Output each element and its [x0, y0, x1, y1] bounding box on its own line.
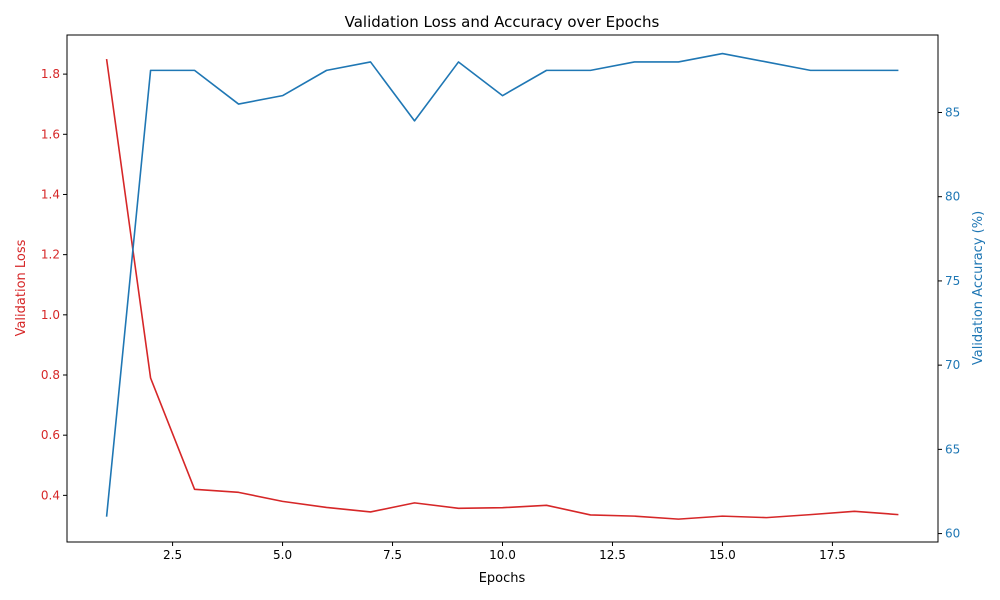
plot-frame [66, 34, 939, 543]
validation-accuracy-line [105, 52, 899, 517]
right-y-tick-label: 80 [945, 190, 960, 204]
left-y-tick-label: 1.0 [41, 308, 60, 322]
x-tick-label: 15.0 [709, 548, 736, 562]
right-y-tick-label: 85 [945, 105, 960, 119]
right-y-axis-label: Validation Accuracy (%) [971, 211, 986, 365]
x-tick-label: 10.0 [489, 548, 516, 562]
x-tick-label: 17.5 [819, 548, 846, 562]
x-tick-label: 5.0 [273, 548, 292, 562]
left-y-axis-label: Validation Loss [14, 239, 29, 336]
right-y-tick-label: 65 [945, 442, 960, 456]
x-tick-label: 7.5 [383, 548, 402, 562]
left-y-tick-label: 1.2 [41, 248, 60, 262]
left-y-tick-label: 1.6 [41, 127, 60, 141]
left-y-tick-label: 0.4 [41, 488, 60, 502]
right-y-tick-label: 70 [945, 358, 960, 372]
left-y-tick-label: 0.6 [41, 428, 60, 442]
validation-loss-line [105, 58, 899, 520]
left-y-tick-label: 0.8 [41, 368, 60, 382]
x-tick-label: 12.5 [599, 548, 626, 562]
x-tick-label: 2.5 [163, 548, 182, 562]
x-axis-label: Epochs [479, 571, 526, 586]
left-y-tick-label: 1.8 [41, 67, 60, 81]
right-y-tick-label: 60 [945, 527, 960, 541]
chart-title: Validation Loss and Accuracy over Epochs [345, 13, 660, 31]
left-y-tick-label: 1.4 [41, 187, 60, 201]
right-y-tick-label: 75 [945, 274, 960, 288]
